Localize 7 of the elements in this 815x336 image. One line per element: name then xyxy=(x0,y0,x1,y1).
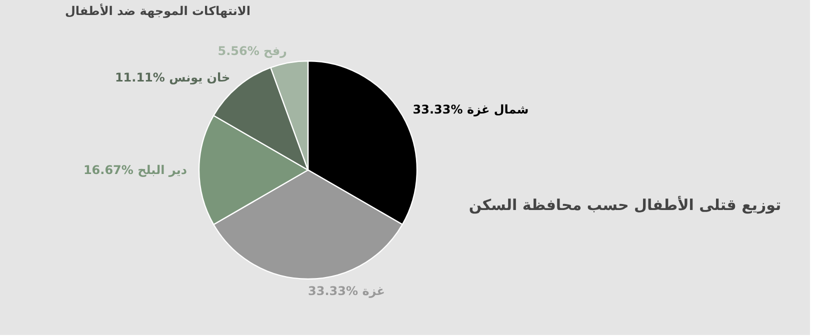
slice-label: 5.56% رفح xyxy=(218,44,288,58)
slice-label: 11.11% خان يونس xyxy=(114,70,230,84)
chart-title: الانتهاكات الموجهة ضد الأطفال xyxy=(65,3,250,18)
slice-label: 33.33% شمال غزة xyxy=(412,102,529,116)
slice-label: 16.67% دير البلح xyxy=(83,163,187,178)
slice-label: 33.33% غزة xyxy=(308,284,385,298)
text: توزيع قتلى الأطفال حسب محافظة السكن xyxy=(468,195,782,214)
